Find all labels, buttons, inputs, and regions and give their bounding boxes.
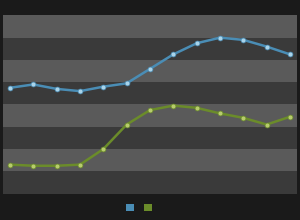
Bar <box>3 149 297 171</box>
Bar <box>3 127 297 149</box>
Bar <box>3 15 297 38</box>
Bar <box>3 104 297 127</box>
Bar <box>3 38 297 60</box>
Bar <box>3 82 297 104</box>
Bar <box>3 60 297 82</box>
Bar <box>3 171 297 194</box>
